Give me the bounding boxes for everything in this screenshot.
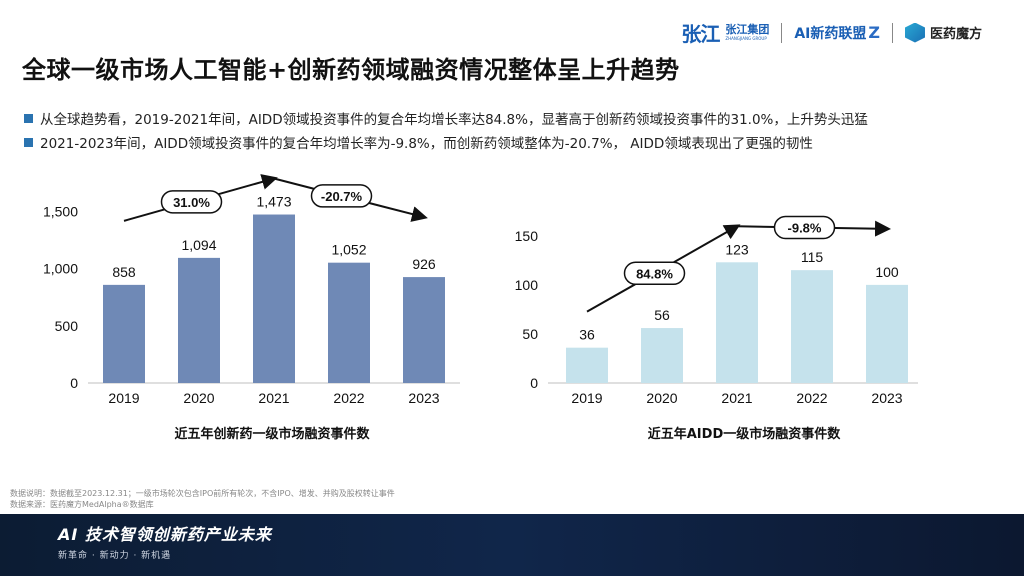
cagr-annotation-up-pill xyxy=(160,190,223,214)
zhangjiang-logo: 张江 张江集团 ZHANGJIANG GROUP xyxy=(681,18,769,47)
y-tick-label: 500 xyxy=(55,318,79,334)
footnote-data-note: 数据说明：数据截至2023.12.31；一级市场轮次包含IPO前所有轮次，不含I… xyxy=(10,489,395,498)
cagr-annotation-down-pill xyxy=(773,215,836,240)
bullet-text: 2021-2023年间，AIDD领域投资事件的复合年均增长率为-9.8%，而创新… xyxy=(40,136,813,152)
bar xyxy=(716,262,758,383)
logo-group: 张江 张江集团 ZHANGJIANG GROUP AI新药联盟 Z 医药魔方 xyxy=(681,18,982,47)
zhangjiang-logo-en: ZHANGJIANG GROUP xyxy=(725,36,767,41)
chart-title: 近五年AIDD一级市场融资事件数 xyxy=(648,426,841,442)
x-tick-label: 2020 xyxy=(183,390,214,406)
bar-value-label: 36 xyxy=(579,327,595,343)
bar-value-label: 1,094 xyxy=(181,237,216,253)
bullet-item: 从全球趋势看，2019-2021年间，AIDD领域投资事件的复合年均增长率达84… xyxy=(24,106,868,130)
zhangjiang-logo-mark: 张江 xyxy=(681,22,720,46)
y-tick-label: 50 xyxy=(522,326,538,342)
bar xyxy=(253,214,295,383)
bar-value-label: 1,052 xyxy=(331,242,366,258)
x-tick-label: 2022 xyxy=(333,390,364,406)
bar-value-label: 926 xyxy=(412,256,436,272)
x-tick-label: 2023 xyxy=(408,390,439,406)
x-tick-label: 2023 xyxy=(871,390,902,406)
bullet-square-icon xyxy=(24,137,33,147)
y-tick-label: 0 xyxy=(70,375,78,391)
bar-value-label: 115 xyxy=(801,249,824,265)
footer-banner xyxy=(0,514,1024,576)
bullet-square-icon xyxy=(24,113,33,123)
bar-value-label: 1,473 xyxy=(256,194,291,210)
y-tick-label: 150 xyxy=(515,228,539,244)
chart-title: 近五年创新药一级市场融资事件数 xyxy=(174,426,370,442)
bar xyxy=(178,257,220,383)
y-tick-label: 100 xyxy=(515,277,539,293)
pharmcube-cube-icon xyxy=(904,22,925,43)
cagr-annotation-down: -20.7% xyxy=(321,189,363,204)
header: 张江 张江集团 ZHANGJIANG GROUP AI新药联盟 Z 医药魔方 xyxy=(0,0,1024,46)
x-tick-label: 2019 xyxy=(571,390,602,406)
x-tick-label: 2021 xyxy=(721,390,752,406)
pharmcube-logo-text: 医药魔方 xyxy=(929,27,982,42)
pharmcube-logo: 医药魔方 xyxy=(904,22,982,43)
bullet-text: 从全球趋势看，2019-2021年间，AIDD领域投资事件的复合年均增长率达84… xyxy=(40,112,868,128)
bar xyxy=(328,262,370,383)
bar xyxy=(103,284,145,383)
footnote-data-source: 数据来源：医药魔方MedAlpha®数据库 xyxy=(10,500,154,509)
footer-subtitle: 新革命 · 新动力 · 新机遇 xyxy=(58,551,172,561)
bar xyxy=(403,277,445,383)
cagr-annotation-down: -9.8% xyxy=(788,220,822,235)
cagr-annotation-up: 84.8% xyxy=(636,266,673,281)
bullet-list: 从全球趋势看，2019-2021年间，AIDD领域投资事件的复合年均增长率达84… xyxy=(24,106,868,154)
bar-value-label: 56 xyxy=(654,307,670,323)
y-tick-label: 1,500 xyxy=(43,203,78,219)
x-tick-label: 2021 xyxy=(258,390,289,406)
bar xyxy=(791,270,833,383)
ai-alliance-logo: AI新药联盟 Z xyxy=(794,23,880,43)
cagr-annotation-up-pill xyxy=(623,261,686,286)
bar xyxy=(641,328,683,383)
y-tick-label: 0 xyxy=(530,375,538,391)
bar-value-label: 123 xyxy=(725,241,749,257)
page-title: 全球一级市场人工智能+创新药领域融资情况整体呈上升趋势 xyxy=(22,56,680,84)
x-tick-label: 2019 xyxy=(108,390,139,406)
ai-alliance-mark: Z xyxy=(868,22,880,42)
ai-alliance-prefix: AI xyxy=(794,25,811,42)
footnote: 数据说明：数据截至2023.12.31；一级市场轮次包含IPO前所有轮次，不含I… xyxy=(10,488,395,510)
bar xyxy=(566,347,608,383)
footer-title: AI 技术智领创新药产业未来 xyxy=(58,525,272,544)
bar xyxy=(866,284,908,383)
y-tick-label: 1,000 xyxy=(43,261,78,277)
bullet-item: 2021-2023年间，AIDD领域投资事件的复合年均增长率为-9.8%，而创新… xyxy=(24,130,868,154)
cagr-annotation-up: 31.0% xyxy=(173,195,210,210)
x-tick-label: 2022 xyxy=(796,390,827,406)
logo-divider xyxy=(781,22,783,43)
x-tick-label: 2020 xyxy=(646,390,677,406)
zhangjiang-logo-cn: 张江集团 xyxy=(725,23,770,36)
logo-divider xyxy=(891,22,893,43)
cagr-annotation-down-pill xyxy=(310,184,373,208)
bar-value-label: 100 xyxy=(875,264,899,280)
ai-alliance-text: 新药联盟 xyxy=(810,25,867,42)
bar-value-label: 858 xyxy=(112,264,136,280)
